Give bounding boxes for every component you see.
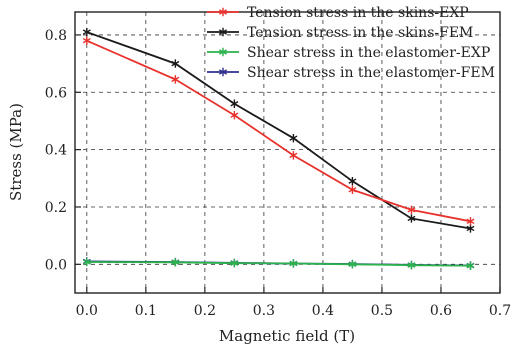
data-point [348,185,357,194]
legend-label: Tension stress in the skins-EXP [247,5,469,21]
axis-ticks: 0.0 0.1 0.2 0.3 0.4 0.5 0.6 0.7 0.0 0.2 0.4 0.6 0.8 [45,28,511,319]
data-point [230,99,239,108]
data-point [230,258,239,268]
data-point [466,261,475,270]
data-point [407,260,416,270]
data-point [348,260,357,269]
y-tick-label: 0.8 [45,28,67,44]
data-point [171,258,180,267]
series-line-1 [86,31,471,230]
x-tick-label: 0.4 [312,303,334,319]
data-point [289,151,298,160]
y-tick-label: 0.0 [45,257,67,273]
x-tick-label: 0.1 [135,303,157,319]
legend-marker [219,67,227,77]
data-point [82,257,91,267]
x-tick-label: 0.7 [489,303,511,319]
data-point [289,133,298,143]
data-point [407,214,416,223]
data-point [82,36,91,45]
legend: Tension stress in the skins-EXP Tension s… [207,5,495,81]
plot-frame [74,11,501,294]
x-tick-label: 0.0 [76,303,98,319]
legend-marker [219,47,227,57]
legend-label: Shear stress in the elastomer-FEM [247,65,495,81]
x-tick-label: 0.6 [430,303,452,319]
data-point [171,75,180,84]
x-tick-label: 0.2 [194,303,216,319]
x-tick-label: 0.5 [371,303,393,319]
x-tick-label: 0.3 [253,303,275,319]
data-point [466,217,475,226]
series-group [82,27,475,270]
y-axis-label: Stress (MPa) [7,103,25,201]
data-point [348,176,357,186]
data-point [82,27,91,37]
legend-label: Tension stress in the skins-FEM [247,25,473,41]
y-tick-label: 0.6 [45,85,67,101]
legend-marker [219,7,227,17]
y-tick-label: 0.2 [45,200,67,216]
data-point [230,111,239,120]
data-point [171,59,180,68]
legend-label: Shear stress in the elastomer-EXP [247,45,490,61]
x-axis-label: Magnetic field (T) [219,327,355,345]
data-point [466,224,475,233]
legend-marker [219,27,227,37]
data-point [407,205,416,215]
data-point [289,259,298,268]
y-tick-label: 0.4 [45,143,67,159]
